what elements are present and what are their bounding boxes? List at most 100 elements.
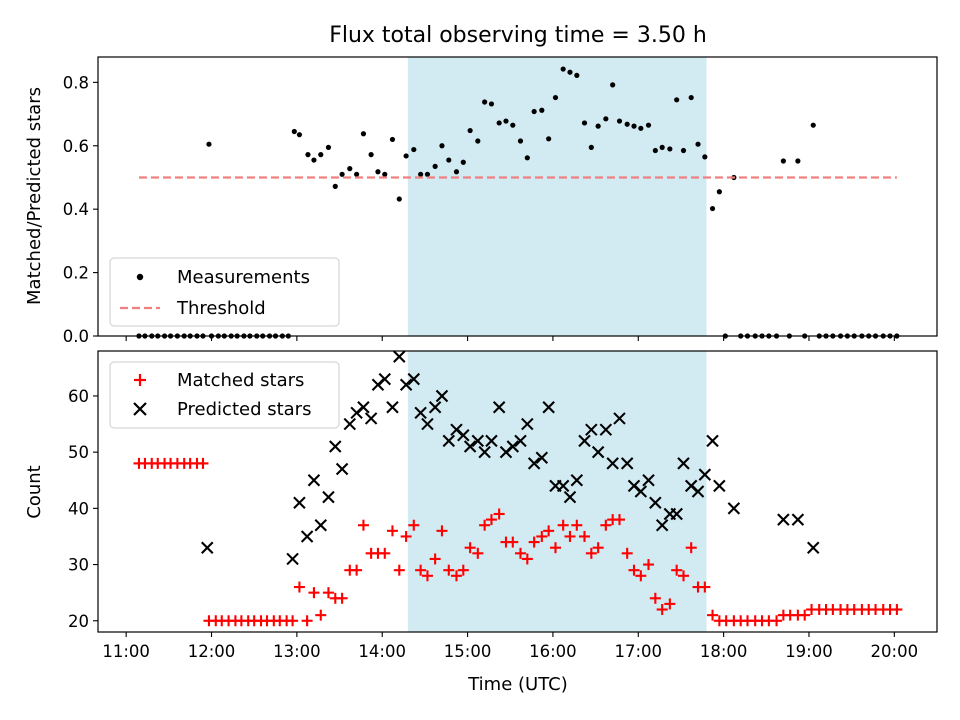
predicted-stars-point: [343, 417, 357, 431]
predicted-stars-point: [399, 378, 413, 391]
predicted-stars-point: [578, 434, 591, 448]
predicted-stars-point: [649, 496, 662, 509]
measurements-point: [517, 138, 524, 144]
matched-stars-point: [415, 564, 427, 576]
matched-stars-point: [197, 457, 209, 469]
matched-stars-point: [628, 564, 640, 576]
predicted-stars-point: [300, 530, 314, 543]
predicted-stars-point: [806, 541, 820, 554]
measurements-point: [311, 157, 317, 163]
x-axis-label: Time (UTC): [467, 674, 568, 695]
matched-stars-point: [351, 564, 363, 576]
predicted-stars-point: [570, 474, 584, 487]
x-tick-label: 19:00: [785, 642, 833, 661]
matched-stars-point: [408, 519, 420, 531]
predicted-stars-point: [322, 490, 335, 504]
measurements-point: [368, 152, 374, 158]
predicted-stars-point: [791, 513, 805, 526]
matched-stars-point: [621, 547, 633, 559]
measurements-point: [503, 118, 509, 124]
measurements-point: [638, 125, 644, 131]
matched-stars-point: [400, 530, 412, 542]
bottom-panel: 20 30 40 50 60 11:00 12:00 13:00 14:00 15:00 16:0…: [24, 350, 938, 695]
bottom-legend-frame: [109, 361, 340, 429]
predicted-stars-point: [492, 400, 506, 414]
matched-stars-point: [357, 519, 369, 531]
x-tick-label: 14:00: [358, 642, 406, 661]
predicted-stars-point: [642, 474, 655, 487]
bottom-legend: Matched stars Predicted stars: [109, 361, 340, 429]
legend-threshold-label: Threshold: [176, 298, 266, 319]
matched-stars-point: [635, 570, 647, 582]
matched-stars-point: [564, 530, 576, 542]
measurements-point: [574, 72, 580, 78]
predicted-stars-point: [471, 434, 485, 448]
matched-stars-point: [457, 564, 469, 576]
matched-stars-point: [450, 570, 462, 582]
measurements-point: [496, 120, 502, 126]
legend-measurements-marker: [136, 273, 144, 281]
matched-stars-point: [514, 547, 526, 559]
matched-stars-point: [507, 536, 519, 548]
matched-stars-point: [579, 530, 591, 542]
measurements-point: [702, 154, 708, 160]
predicted-stars-point: [386, 400, 399, 414]
matched-stars-point: [287, 615, 299, 627]
measurements-point: [688, 94, 694, 101]
measurements-point: [291, 128, 297, 135]
y-tick-label: 30: [68, 556, 89, 575]
legend-predicted-marker: [133, 402, 147, 416]
measurements-point: [332, 183, 338, 189]
predicted-stars-point: [563, 490, 577, 504]
predicted-stars-point: [414, 406, 427, 420]
matched-stars-point: [592, 542, 604, 554]
y-tick-label: 20: [68, 612, 89, 631]
measurements-point: [418, 171, 424, 177]
measurements-point: [581, 120, 588, 126]
measurements-point: [810, 122, 816, 128]
measurements-point: [453, 169, 460, 175]
predicted-stars-point: [556, 479, 570, 493]
y-tick-label: 40: [68, 499, 89, 518]
y-tick-label: 50: [68, 443, 89, 462]
predicted-stars-point: [329, 440, 342, 453]
matched-stars-point: [649, 592, 661, 604]
predicted-stars-point: [307, 474, 321, 487]
predicted-stars-point: [677, 457, 690, 470]
x-tick-label: 15:00: [444, 642, 492, 661]
y-tick-label: 60: [68, 387, 89, 406]
measurements-point: [439, 143, 445, 149]
bottom-axes-frame: [97, 350, 938, 633]
predicted-stars-point: [613, 412, 626, 425]
top-panel: 0.00.20.40.60.8 Matched/Predicted stars …: [24, 56, 938, 346]
measurements-point: [411, 146, 417, 153]
measurements-point: [475, 138, 481, 144]
measurements-point: [446, 157, 452, 163]
x-tick-label: 16:00: [529, 642, 577, 661]
measurements-point: [347, 166, 353, 172]
measurements-point: [716, 189, 722, 195]
matched-stars-point: [891, 604, 903, 616]
matched-stars-point: [671, 564, 683, 576]
y-tick-label: 0.6: [63, 137, 89, 156]
measurements-point: [510, 122, 516, 128]
measurements-point: [396, 196, 402, 202]
x-tick-label: 17:00: [614, 642, 662, 661]
matched-stars-point: [479, 519, 491, 531]
measurements-point: [546, 136, 552, 142]
bottom-x-axis: 11:00 12:00 13:00 14:00 15:00 16:00 17:00 18:00…: [102, 632, 918, 661]
measurements-point: [482, 99, 488, 105]
bottom-plot-marks: [133, 350, 903, 627]
predicted-stars-point: [521, 417, 534, 431]
measurements-point: [467, 127, 473, 134]
measurements-point: [624, 121, 630, 127]
predicted-stars-point: [201, 541, 214, 554]
predicted-stars-point: [634, 485, 648, 498]
measurements-point: [318, 152, 324, 158]
predicted-stars-point: [706, 434, 719, 448]
observing-window-band-bottom: [407, 351, 707, 632]
matched-stars-point: [472, 547, 484, 559]
matched-stars-point: [685, 542, 697, 554]
predicted-stars-point: [478, 445, 491, 459]
